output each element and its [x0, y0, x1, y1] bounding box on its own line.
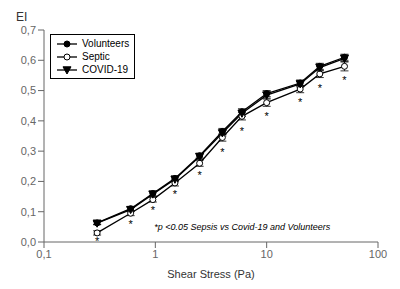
svg-text:0,4: 0,4 — [21, 115, 36, 127]
svg-text:1: 1 — [152, 248, 158, 260]
svg-text:0,1: 0,1 — [36, 248, 51, 260]
svg-text:*: * — [95, 235, 100, 242]
svg-text:0,6: 0,6 — [21, 54, 36, 66]
svg-text:0,1: 0,1 — [21, 206, 36, 218]
svg-text:0,5: 0,5 — [21, 84, 36, 96]
html-text:EI: EI — [16, 10, 28, 24]
svg-text:0,0: 0,0 — [21, 236, 36, 248]
svg-text:*: * — [240, 125, 245, 137]
html-text:Volunteers: Volunteers — [82, 38, 130, 49]
svg-text:0,2: 0,2 — [21, 175, 36, 187]
html-text:COVID-19: COVID-19 — [82, 64, 129, 75]
svg-text:Shear Stress (Pa): Shear Stress (Pa) — [167, 268, 254, 280]
svg-text:*: * — [151, 204, 156, 216]
svg-text:*: * — [128, 218, 133, 230]
svg-text:*: * — [173, 188, 178, 200]
svg-text:0,3: 0,3 — [21, 145, 36, 157]
svg-text:*: * — [298, 96, 303, 108]
svg-text:*: * — [220, 146, 225, 158]
html-text:Septic: Septic — [82, 51, 110, 62]
svg-text:100: 100 — [369, 248, 387, 260]
svg-text:*: * — [342, 74, 347, 86]
svg-text:*: * — [197, 169, 202, 181]
svg-text:10: 10 — [261, 248, 273, 260]
svg-text:*: * — [318, 82, 323, 94]
svg-text:0,7: 0,7 — [21, 24, 36, 36]
html-text:*p <0.05 Sepsis vs Covid-19 an: *p <0.05 Sepsis vs Covid-19 and Voluntee… — [154, 222, 331, 232]
svg-text:*: * — [265, 110, 270, 122]
